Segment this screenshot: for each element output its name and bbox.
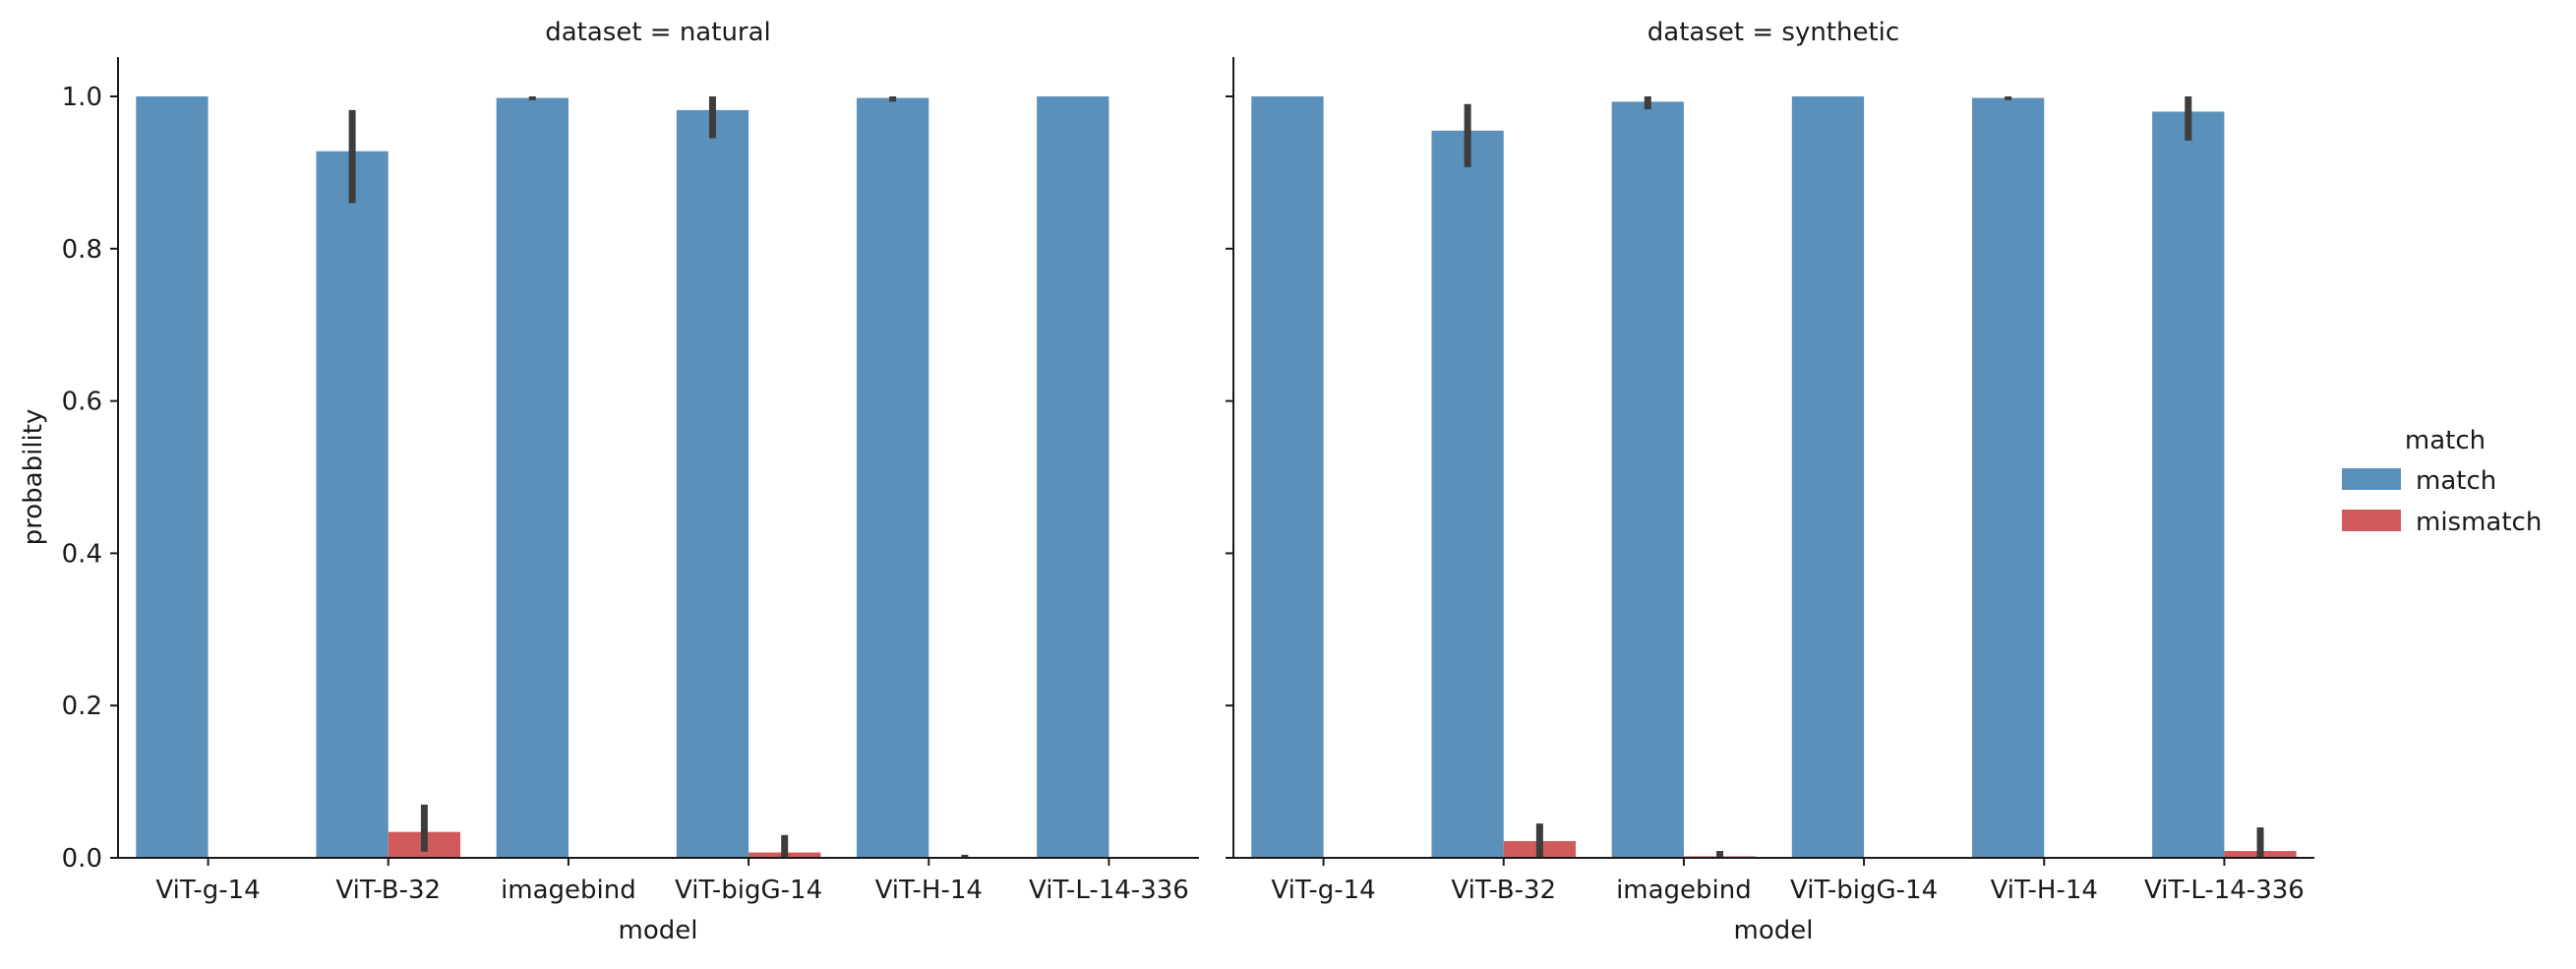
- x-tick-label: imagebind: [1616, 876, 1752, 905]
- y-tick-label: 0.4: [62, 539, 102, 569]
- legend-swatch-match: [2342, 468, 2401, 490]
- bar-match-ViT-L-14-336: [2152, 111, 2225, 859]
- y-tick-label: 1.0: [62, 83, 102, 112]
- x-tick-label: ViT-g-14: [155, 876, 260, 905]
- bar-match-ViT-g-14: [136, 96, 209, 858]
- x-axis-title: model: [1734, 916, 1814, 945]
- x-tick-label: ViT-bigG-14: [1790, 876, 1938, 905]
- x-tick-label: ViT-bigG-14: [675, 876, 822, 905]
- x-tick-label: ViT-B-32: [335, 876, 441, 905]
- y-tick-label: 0.2: [62, 692, 102, 721]
- panel-title: dataset = natural: [545, 18, 771, 47]
- legend-label-match: match: [2416, 466, 2496, 496]
- x-tick-label: ViT-L-14-336: [2144, 876, 2305, 905]
- y-tick-label: 0.6: [62, 388, 102, 417]
- bar-match-ViT-H-14: [856, 97, 929, 859]
- legend-swatch-mismatch: [2342, 510, 2401, 531]
- bar-match-ViT-g-14: [1251, 96, 1324, 858]
- bar-match-ViT-B-32: [1431, 130, 1504, 858]
- legend-label-mismatch: mismatch: [2416, 508, 2542, 537]
- panels-layer: dataset = natural ViT-g-14 ViT-B-32 imagebi…: [19, 18, 2314, 945]
- bar-match-imagebind: [1611, 101, 1684, 859]
- y-tick-label: 0.0: [62, 844, 102, 874]
- bar-match-ViT-B-32: [316, 151, 389, 858]
- bar-match-ViT-H-14: [1971, 97, 2045, 859]
- legend-title: match: [2405, 426, 2486, 455]
- x-tick-label: ViT-g-14: [1271, 876, 1375, 905]
- x-tick-label: imagebind: [501, 876, 636, 905]
- x-tick-label: ViT-H-14: [875, 876, 983, 905]
- y-axis-title: probability: [19, 409, 48, 546]
- y-tick-label: 0.8: [62, 235, 102, 265]
- bar-match-ViT-bigG-14: [676, 109, 749, 858]
- legend: match match mismatch: [2342, 426, 2542, 537]
- x-axis-title: model: [619, 916, 698, 945]
- panel-2: dataset = synthetic ViT-g-14 ViT-B-32 image…: [1226, 18, 2314, 945]
- x-tick-label: ViT-H-14: [1991, 876, 2098, 905]
- x-tick-label: ViT-B-32: [1451, 876, 1556, 905]
- bar-match-ViT-L-14-336: [1037, 96, 1109, 858]
- x-tick-label: ViT-L-14-336: [1029, 876, 1189, 905]
- panel-title: dataset = synthetic: [1647, 18, 1899, 47]
- panel-1: dataset = natural ViT-g-14 ViT-B-32 imagebi…: [62, 18, 1199, 945]
- bar-match-imagebind: [496, 97, 569, 859]
- bar-match-ViT-bigG-14: [1791, 96, 1865, 858]
